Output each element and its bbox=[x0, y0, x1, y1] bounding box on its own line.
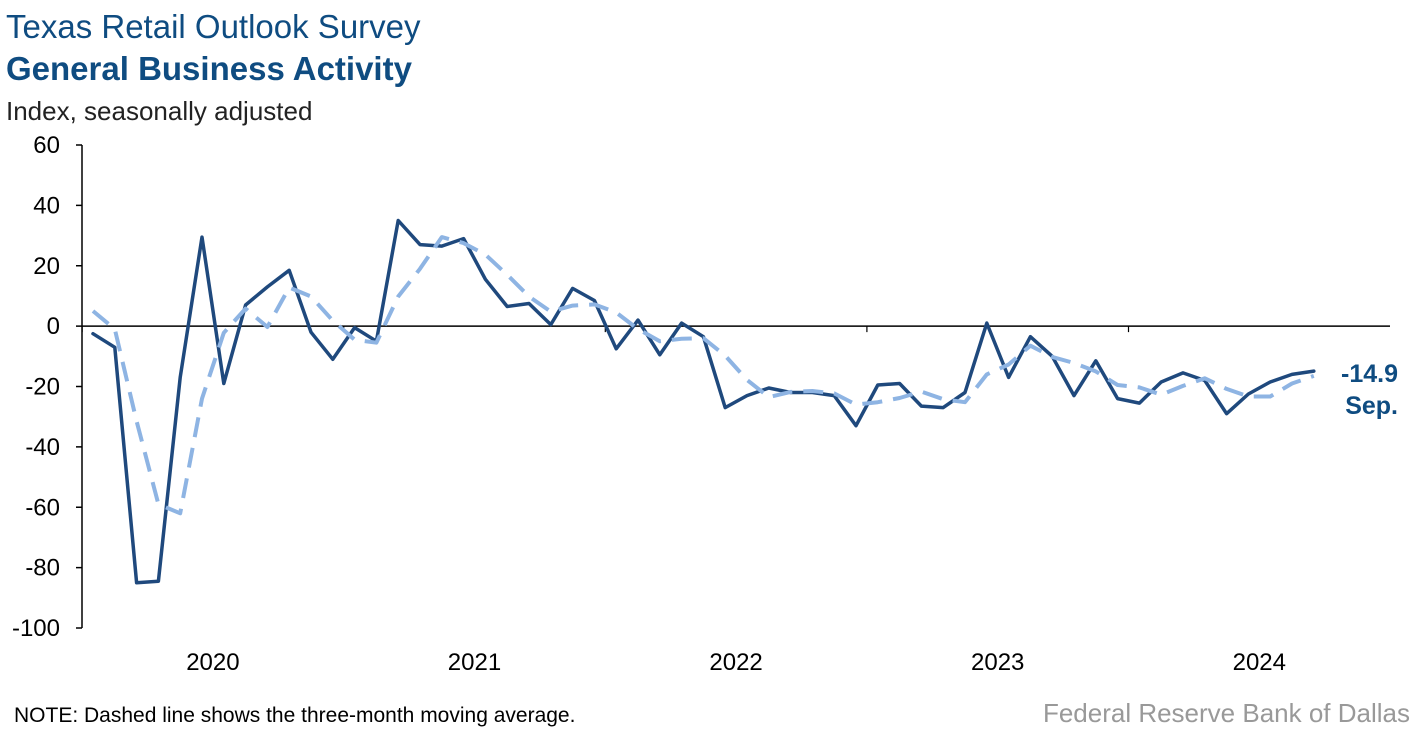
y-tick-label: 40 bbox=[33, 192, 60, 219]
end-value-label: -14.9 bbox=[1341, 360, 1398, 388]
y-axis-label: Index, seasonally adjusted bbox=[6, 96, 313, 126]
chart-title: Texas Retail Outlook Survey bbox=[6, 8, 421, 45]
x-tick-label: 2022 bbox=[709, 649, 762, 676]
chart-plot-area: -14.9 Sep. bbox=[91, 218, 1398, 585]
y-tick-label: 20 bbox=[33, 253, 60, 280]
x-tick-label: 2024 bbox=[1233, 649, 1286, 676]
chart-axes: 60 40 20 0 -20 -40 -60 -80 -100 2020 2021 2022 2023 2… bbox=[12, 132, 1390, 676]
y-tick-label: 0 bbox=[47, 313, 60, 340]
y-tick-label: -60 bbox=[25, 494, 60, 521]
source-credit: Federal Reserve Bank of Dallas bbox=[1042, 698, 1410, 728]
moving-average-line bbox=[91, 235, 1315, 516]
y-tick-label: -40 bbox=[25, 434, 60, 461]
y-tick-label: 60 bbox=[33, 132, 60, 159]
x-tick-label: 2020 bbox=[186, 649, 239, 676]
chart-note: NOTE: Dashed line shows the three-month … bbox=[14, 704, 576, 727]
y-tick-label: -100 bbox=[12, 615, 60, 642]
y-tick-label: -20 bbox=[25, 374, 60, 401]
x-tick-label: 2021 bbox=[448, 649, 501, 676]
x-tick-label: 2023 bbox=[971, 649, 1024, 676]
end-month-label: Sep. bbox=[1345, 392, 1398, 420]
y-tick-label: -80 bbox=[25, 555, 60, 582]
chart-subtitle: General Business Activity bbox=[6, 50, 412, 87]
index-line bbox=[91, 218, 1316, 585]
